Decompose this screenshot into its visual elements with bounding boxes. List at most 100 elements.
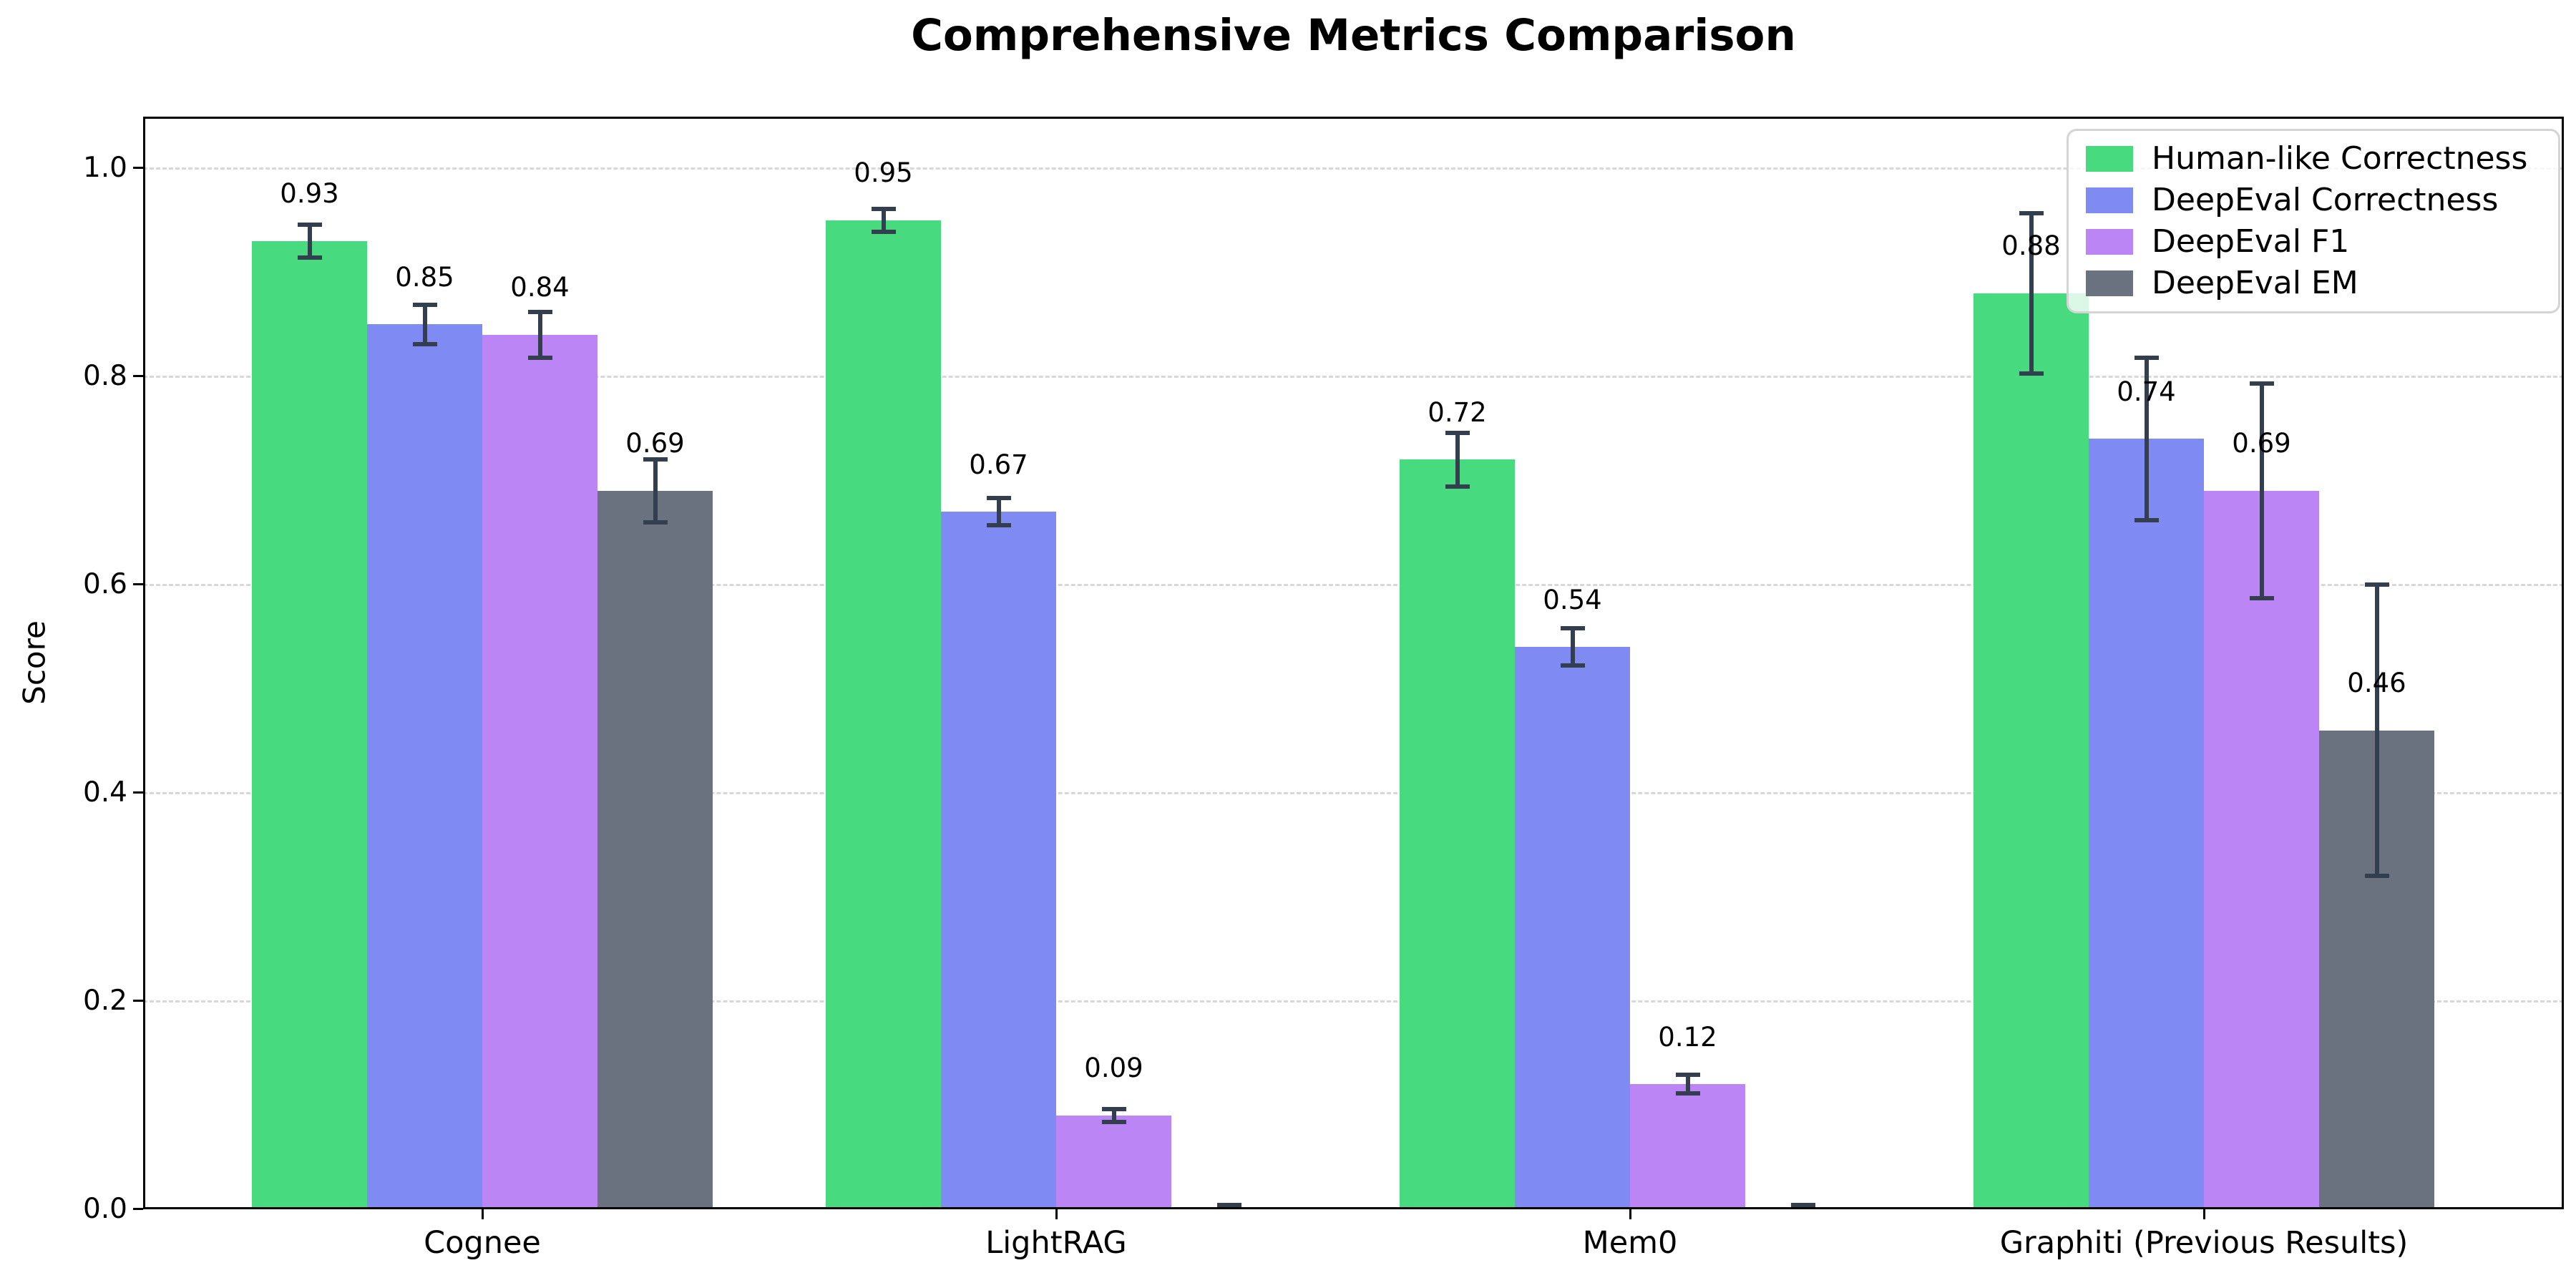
y-tick-label: 0.4 bbox=[82, 776, 127, 809]
bar-value-label: 0.74 bbox=[2117, 376, 2176, 407]
gridline bbox=[143, 375, 2564, 378]
error-bar bbox=[537, 311, 542, 358]
error-bar-cap bbox=[1560, 626, 1585, 631]
error-bar-cap bbox=[871, 206, 896, 211]
error-bar bbox=[1455, 432, 1460, 487]
bar-value-label: 0.95 bbox=[854, 157, 913, 189]
gridline bbox=[143, 583, 2564, 586]
bar bbox=[252, 240, 367, 1209]
error-bar-cap bbox=[1675, 1091, 1700, 1096]
error-bar-cap bbox=[1790, 1203, 1815, 1208]
error-bar-cap bbox=[527, 309, 552, 314]
legend-item: Human-like Correctness bbox=[2086, 141, 2541, 177]
y-tick-mark bbox=[133, 1000, 143, 1002]
bar bbox=[1974, 293, 2089, 1209]
bar bbox=[2204, 491, 2319, 1209]
y-tick-label: 0.2 bbox=[82, 985, 127, 1017]
bar bbox=[1630, 1084, 1745, 1209]
x-tick-label: LightRAG bbox=[985, 1225, 1127, 1261]
error-bar-cap bbox=[986, 523, 1011, 528]
y-tick-mark bbox=[133, 375, 143, 377]
y-tick-label: 1.0 bbox=[82, 152, 127, 184]
error-bar-cap bbox=[986, 496, 1011, 501]
error-bar-cap bbox=[1560, 663, 1585, 668]
bar-value-label: 0.67 bbox=[969, 449, 1028, 480]
error-bar-cap bbox=[1101, 1107, 1126, 1112]
error-bar-cap bbox=[297, 255, 322, 260]
error-bar bbox=[422, 304, 427, 344]
error-bar bbox=[653, 459, 658, 522]
error-bar bbox=[2144, 357, 2149, 520]
error-bar-cap bbox=[643, 519, 668, 525]
bar bbox=[941, 512, 1056, 1209]
plot-area: 0.93 0.95 0.72 0.88 0.85 0.67 0.54 0.74 0.84 0.09… bbox=[143, 117, 2564, 1209]
error-bar bbox=[996, 498, 1001, 526]
bar bbox=[1056, 1116, 1171, 1209]
legend-label: DeepEval F1 bbox=[2152, 223, 2350, 260]
bar bbox=[482, 334, 597, 1209]
bar bbox=[1400, 459, 1515, 1209]
y-tick-label: 0.6 bbox=[82, 568, 127, 600]
error-bar bbox=[307, 224, 312, 258]
y-axis-label: Score bbox=[16, 620, 52, 705]
bar-value-label: 0.69 bbox=[2232, 428, 2291, 459]
bar-value-label: 0.69 bbox=[625, 428, 685, 459]
bar bbox=[1515, 647, 1630, 1209]
y-tick-label: 0.8 bbox=[82, 360, 127, 392]
gridline bbox=[143, 1000, 2564, 1002]
bar-value-label: 0.54 bbox=[1543, 584, 1602, 615]
error-bar-cap bbox=[643, 457, 668, 462]
legend-label: DeepEval EM bbox=[2152, 264, 2358, 301]
bar bbox=[597, 491, 713, 1209]
bar bbox=[2089, 439, 2204, 1209]
bar-value-label: 0.46 bbox=[2347, 668, 2406, 699]
error-bar bbox=[2259, 384, 2264, 598]
error-bar-cap bbox=[1445, 430, 1470, 435]
error-bar bbox=[2029, 213, 2034, 374]
y-tick-mark bbox=[133, 167, 143, 169]
x-tick-label: Mem0 bbox=[1582, 1225, 1678, 1261]
error-bar-cap bbox=[2364, 874, 2389, 879]
bar-value-label: 0.09 bbox=[1084, 1053, 1143, 1084]
error-bar-cap bbox=[1216, 1203, 1241, 1208]
legend-swatch bbox=[2086, 187, 2133, 213]
error-bar-cap bbox=[1445, 484, 1470, 489]
x-tick-label: Graphiti (Previous Results) bbox=[1999, 1225, 2409, 1261]
legend-item: DeepEval Correctness bbox=[2086, 182, 2541, 218]
y-tick-mark bbox=[133, 1208, 143, 1210]
error-bar-cap bbox=[2134, 355, 2159, 360]
bar-value-label: 0.88 bbox=[2001, 230, 2061, 261]
x-tick-label: Cognee bbox=[424, 1225, 541, 1261]
error-bar-cap bbox=[527, 355, 552, 360]
error-bar bbox=[1111, 1109, 1116, 1122]
y-tick-label: 0.0 bbox=[82, 1193, 127, 1225]
error-bar-cap bbox=[2019, 210, 2044, 215]
error-bar-cap bbox=[412, 302, 437, 307]
error-bar-cap bbox=[2249, 595, 2274, 600]
error-bar-cap bbox=[2249, 381, 2274, 386]
legend-item: DeepEval EM bbox=[2086, 265, 2541, 301]
error-bar-cap bbox=[2019, 371, 2044, 376]
bar-value-label: 0.85 bbox=[395, 261, 454, 293]
x-tick-mark bbox=[2202, 1209, 2205, 1219]
bar-value-label: 0.72 bbox=[1428, 396, 1487, 428]
y-tick-mark bbox=[133, 583, 143, 585]
error-bar bbox=[881, 208, 886, 232]
gridline bbox=[143, 791, 2564, 794]
legend-item: DeepEval F1 bbox=[2086, 224, 2541, 260]
error-bar-cap bbox=[297, 222, 322, 227]
bar-value-label: 0.93 bbox=[280, 178, 339, 210]
chart-title: Comprehensive Metrics Comparison bbox=[911, 10, 1796, 61]
legend: Human-like Correctness DeepEval Correctne… bbox=[2067, 129, 2560, 313]
x-tick-mark bbox=[481, 1209, 484, 1219]
error-bar-cap bbox=[1675, 1073, 1700, 1078]
y-tick-mark bbox=[133, 791, 143, 794]
error-bar bbox=[2374, 585, 2379, 877]
error-bar bbox=[1570, 628, 1575, 666]
legend-swatch bbox=[2086, 270, 2133, 296]
gridline bbox=[143, 167, 2564, 170]
legend-label: DeepEval Correctness bbox=[2152, 181, 2499, 218]
bar-value-label: 0.84 bbox=[510, 272, 570, 303]
x-tick-mark bbox=[1055, 1209, 1058, 1219]
error-bar-cap bbox=[871, 229, 896, 234]
